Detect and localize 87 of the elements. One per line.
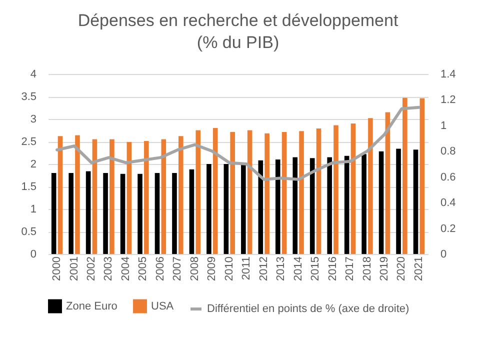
bar — [402, 98, 408, 254]
bar — [299, 131, 304, 254]
bar — [350, 124, 356, 254]
bar — [212, 128, 218, 254]
bar — [138, 174, 142, 254]
bar — [161, 139, 166, 254]
bar — [378, 151, 384, 254]
y-tick-label: 3.5 — [21, 91, 36, 103]
y-tick-label: 0 — [30, 248, 36, 260]
bar — [292, 157, 298, 254]
bar — [282, 132, 287, 254]
bar — [368, 118, 373, 254]
y-tick-label: 3 — [30, 114, 36, 126]
x-tick-label: 2020 — [396, 256, 408, 281]
x-tick-label: 2011 — [240, 256, 253, 280]
x-tick-label: 2002 — [86, 256, 98, 281]
x-tick-label: 2015 — [310, 256, 322, 281]
y-tick-label: 1 — [30, 204, 36, 216]
bar — [420, 98, 425, 254]
bar — [196, 130, 201, 254]
x-tick-label: 2019 — [378, 256, 390, 281]
bar — [103, 173, 108, 254]
x-tick-label: 2007 — [172, 256, 184, 281]
x-tick-label: 2006 — [154, 256, 166, 281]
y2-tick-label: 1 — [440, 120, 447, 132]
legend-label: USA — [151, 300, 174, 312]
bar — [344, 156, 350, 254]
x-tick-label: 2008 — [188, 256, 201, 281]
bar — [413, 150, 418, 254]
bar — [68, 173, 74, 254]
bar — [154, 173, 160, 254]
x-tick-label: 2004 — [120, 256, 132, 281]
bar — [189, 169, 194, 254]
bar — [264, 133, 270, 254]
x-tick-label: 2010 — [223, 256, 236, 281]
legend-label: Différentiel en points de % (axe de droite) — [207, 303, 410, 315]
x-tick-label: 2016 — [326, 256, 339, 281]
y2-tick-label: 1.2 — [440, 94, 456, 106]
bar — [206, 164, 212, 254]
bar — [275, 160, 280, 254]
bar — [172, 173, 177, 254]
y2-tick-label: 0.6 — [440, 171, 456, 184]
bar — [230, 132, 235, 254]
bar — [310, 158, 315, 254]
y2-tick-label: 0.8 — [440, 146, 456, 158]
x-tick-label: 2001 — [68, 256, 80, 281]
y2-tick-label: 1.4 — [440, 68, 456, 80]
x-tick-label: 2012 — [258, 256, 270, 281]
x-tick-label: 2003 — [102, 256, 115, 281]
bar — [178, 136, 184, 254]
bar — [247, 130, 252, 254]
bar — [92, 139, 98, 254]
bar — [120, 174, 126, 254]
line-series — [56, 106, 420, 181]
bar — [51, 173, 56, 254]
x-tick-label: 2005 — [137, 256, 150, 281]
bar — [362, 154, 366, 254]
y2-tick-label: 0 — [440, 248, 447, 260]
y-tick-label: 4 — [30, 68, 36, 80]
y-tick-label: 0.5 — [21, 226, 36, 238]
y-tick-label: 2.5 — [21, 136, 36, 148]
bar — [316, 128, 322, 254]
x-tick-label: 2009 — [206, 256, 218, 281]
legend-label: Zone Euro — [66, 300, 118, 312]
y2-tick-label: 0.2 — [440, 222, 456, 235]
bar — [144, 141, 149, 254]
bar — [396, 148, 401, 254]
bar — [110, 139, 114, 254]
bar — [224, 164, 229, 254]
bar — [327, 157, 332, 254]
x-tick-label: 2014 — [292, 256, 304, 281]
bar — [126, 142, 132, 254]
bar — [258, 160, 264, 254]
bar — [58, 136, 63, 254]
y-tick-label: 1.5 — [21, 181, 36, 193]
x-tick-label: 2017 — [344, 256, 356, 281]
bar — [334, 125, 338, 254]
x-tick-label: 2013 — [275, 256, 288, 281]
x-tick-label: 2021 — [412, 256, 425, 281]
bar — [86, 171, 91, 254]
y-tick-label: 2 — [30, 158, 36, 170]
x-tick-label: 2018 — [361, 256, 374, 281]
chart-title: Dépenses en recherche et développement (% du PIB) — [78, 11, 398, 52]
y2-tick-label: 0.4 — [440, 197, 456, 210]
x-tick-label: 2000 — [51, 256, 64, 281]
bar — [385, 112, 390, 254]
bar — [75, 135, 80, 254]
